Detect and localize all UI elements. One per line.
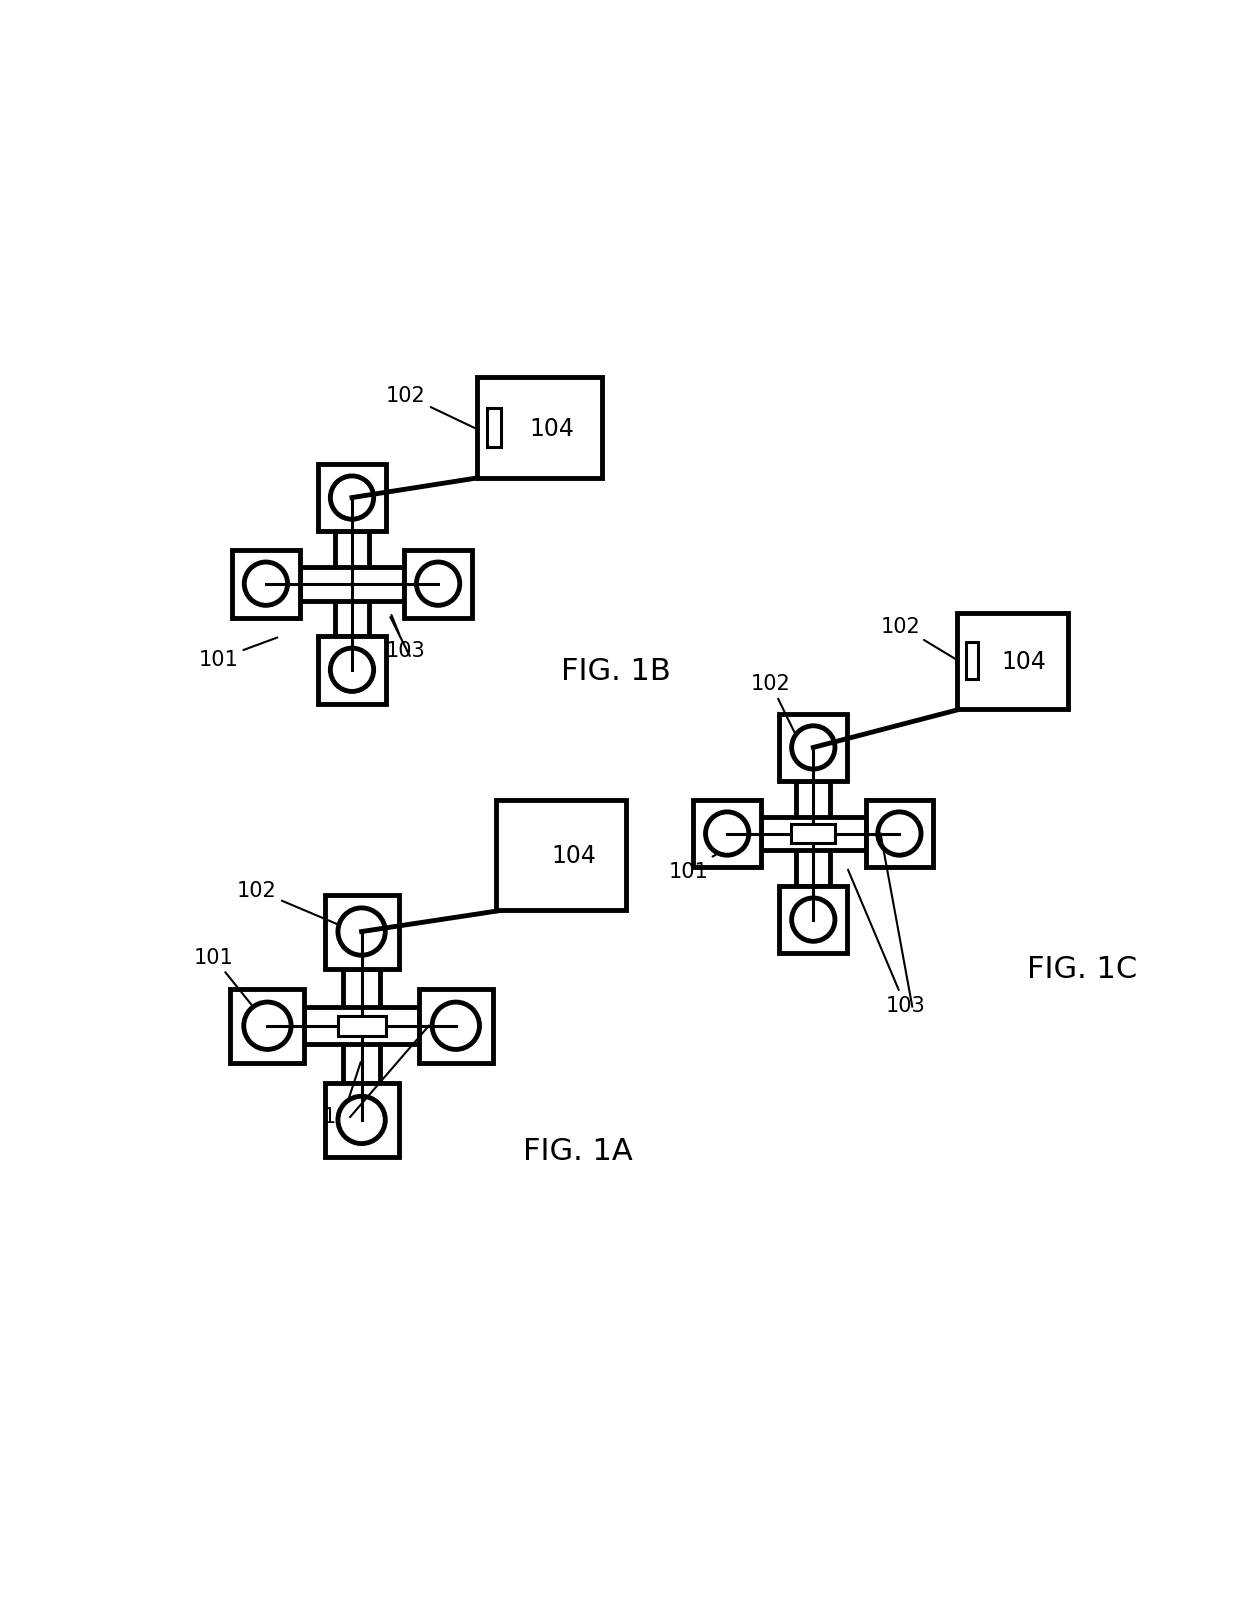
Text: 101: 101 <box>670 836 749 881</box>
Text: 101: 101 <box>193 948 278 1039</box>
Bar <box>796 782 831 886</box>
Circle shape <box>417 563 460 605</box>
Circle shape <box>432 1003 480 1050</box>
Bar <box>319 464 386 532</box>
Bar <box>232 550 300 618</box>
Bar <box>477 378 601 479</box>
Bar <box>325 894 398 969</box>
Circle shape <box>791 727 835 769</box>
Bar <box>496 800 626 911</box>
Text: FIG. 1C: FIG. 1C <box>1027 954 1137 984</box>
Bar <box>957 613 1068 709</box>
Circle shape <box>244 563 288 605</box>
Circle shape <box>330 649 373 691</box>
Text: 104: 104 <box>1002 649 1047 674</box>
Circle shape <box>244 1003 291 1050</box>
Bar <box>866 800 934 868</box>
Bar <box>404 550 472 618</box>
Bar <box>335 532 370 636</box>
Text: FIG. 1B: FIG. 1B <box>562 656 671 685</box>
Text: FIG. 1A: FIG. 1A <box>523 1136 632 1165</box>
Circle shape <box>706 813 749 855</box>
Bar <box>419 988 492 1063</box>
Bar <box>791 824 836 844</box>
Bar <box>337 1016 386 1035</box>
Circle shape <box>339 1097 386 1144</box>
Text: 103: 103 <box>324 1063 363 1126</box>
Bar <box>780 714 847 782</box>
Bar <box>305 1008 419 1045</box>
Text: 102: 102 <box>237 880 360 933</box>
Bar <box>761 816 866 850</box>
Bar <box>780 886 847 954</box>
Text: 103: 103 <box>386 615 425 661</box>
Bar <box>693 800 761 868</box>
Circle shape <box>339 909 386 956</box>
Bar <box>319 636 386 704</box>
Text: 102: 102 <box>751 674 812 769</box>
Circle shape <box>330 477 373 519</box>
Text: 102: 102 <box>386 386 491 437</box>
Bar <box>966 643 978 680</box>
Text: 102: 102 <box>880 617 970 669</box>
Bar <box>343 969 381 1083</box>
Bar <box>300 568 404 601</box>
Text: 104: 104 <box>529 415 574 440</box>
Bar <box>487 409 501 448</box>
Circle shape <box>791 899 835 941</box>
Bar <box>325 1083 398 1157</box>
Text: 104: 104 <box>552 844 596 868</box>
Bar <box>231 988 305 1063</box>
Text: 101: 101 <box>198 638 278 670</box>
Circle shape <box>878 813 921 855</box>
Text: 103: 103 <box>848 870 925 1016</box>
